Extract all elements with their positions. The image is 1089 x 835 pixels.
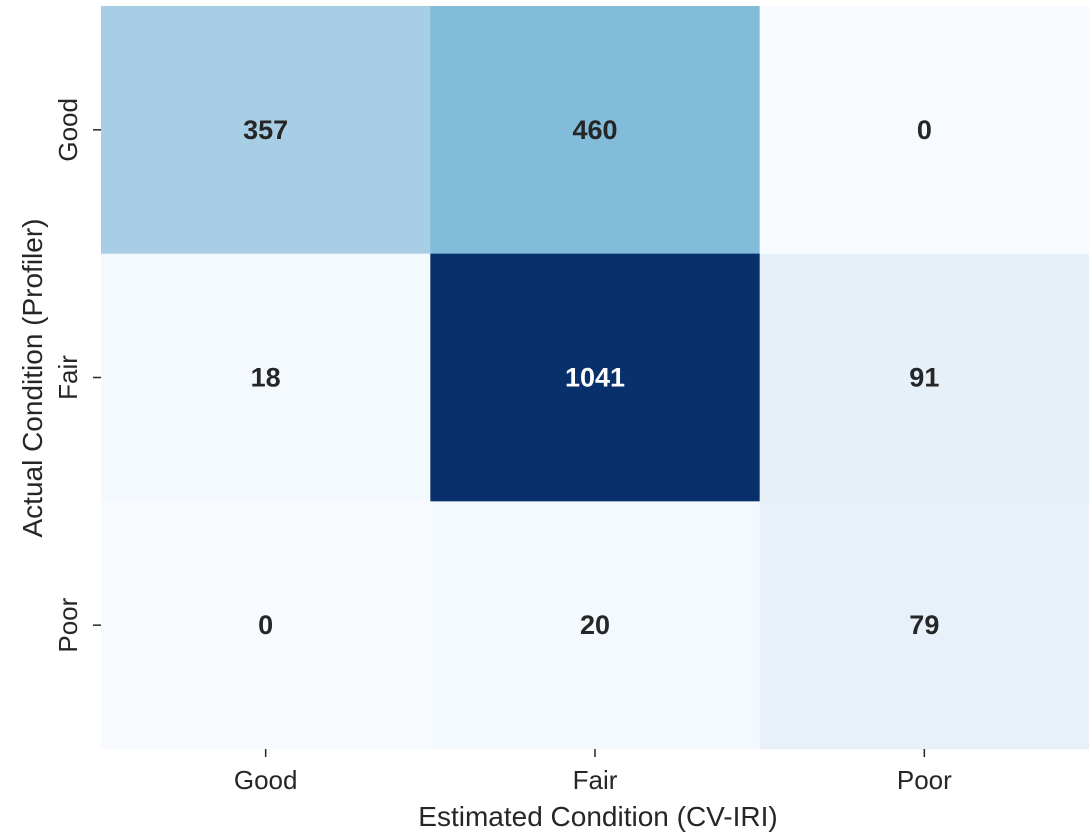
- cell-value-label: 79: [909, 610, 939, 640]
- y-tick-label: Good: [53, 98, 83, 162]
- cell-annotations: 357 460 0 18 1041 91 0 20 79: [243, 115, 939, 640]
- cell-value-label: 1041: [565, 363, 625, 393]
- cell-value-label: 460: [572, 115, 617, 145]
- heatmap-cell-fair-fair: [430, 253, 761, 502]
- heatmap-cells: [101, 6, 1089, 750]
- x-tick-label: Poor: [897, 765, 952, 795]
- heatmap-cell-poor-good: [101, 501, 431, 750]
- cell-value-label: 20: [580, 610, 610, 640]
- y-tick-label: Fair: [53, 355, 83, 400]
- cell-value-label: 0: [917, 115, 932, 145]
- y-axis-ticks: Good Fair Poor: [53, 98, 101, 653]
- heatmap-cell-good-fair: [430, 6, 761, 255]
- y-axis-label: Actual Condition (Profiler): [17, 218, 48, 537]
- heatmap-cell-good-poor: [759, 6, 1089, 255]
- cell-value-label: 18: [251, 363, 281, 393]
- x-axis-label: Estimated Condition (CV-IRI): [418, 801, 777, 832]
- cell-value-label: 357: [243, 115, 288, 145]
- heatmap-cell-fair-good: [101, 253, 431, 502]
- x-tick-label: Good: [234, 765, 298, 795]
- heatmap-cell-fair-poor: [759, 253, 1089, 502]
- heatmap-cell-poor-fair: [430, 501, 761, 750]
- x-axis-ticks: Good Fair Poor: [234, 749, 952, 795]
- x-tick-label: Fair: [573, 765, 618, 795]
- heatmap-cell-good-good: [101, 6, 431, 255]
- cell-value-label: 0: [258, 610, 273, 640]
- heatmap-cell-poor-poor: [759, 501, 1089, 750]
- y-tick-label: Poor: [53, 597, 83, 652]
- cell-value-label: 91: [909, 363, 939, 393]
